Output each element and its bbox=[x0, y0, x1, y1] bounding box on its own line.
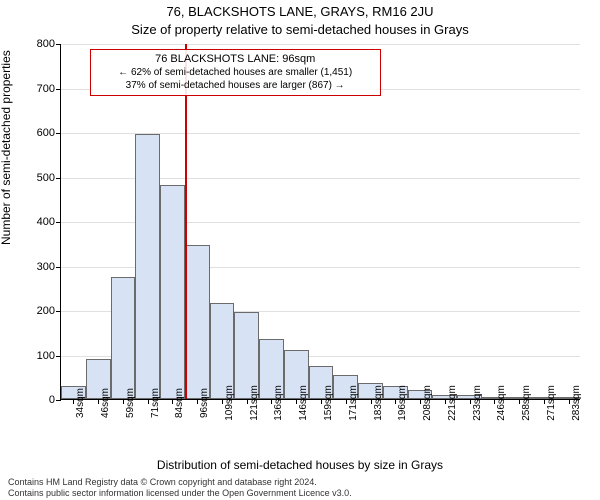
footer-line1: Contains HM Land Registry data © Crown c… bbox=[8, 477, 592, 487]
annotation-box: 76 BLACKSHOTS LANE: 96sqm ← 62% of semi-… bbox=[90, 49, 381, 96]
xtick-mark bbox=[148, 399, 149, 404]
xtick-label: 258sqm bbox=[519, 385, 532, 421]
x-axis-label: Distribution of semi-detached houses by … bbox=[0, 458, 600, 472]
xtick-label: 109sqm bbox=[222, 385, 235, 421]
xtick-label: 84sqm bbox=[172, 388, 185, 418]
ytick-label: 400 bbox=[37, 216, 61, 228]
y-axis-label: Number of semi-detached properties bbox=[0, 50, 13, 245]
ytick-label: 300 bbox=[37, 261, 61, 273]
xtick-mark bbox=[123, 399, 124, 404]
xtick-mark bbox=[73, 399, 74, 404]
plot-area: 010020030040050060070080034sqm46sqm59sqm… bbox=[60, 44, 580, 400]
xtick-label: 159sqm bbox=[321, 385, 334, 421]
ytick-label: 100 bbox=[37, 350, 61, 362]
xtick-mark bbox=[346, 399, 347, 404]
xtick-label: 208sqm bbox=[420, 385, 433, 421]
xtick-mark bbox=[321, 399, 322, 404]
histogram-bar bbox=[111, 277, 136, 399]
histogram-bar bbox=[135, 134, 160, 399]
xtick-mark bbox=[470, 399, 471, 404]
xtick-mark bbox=[420, 399, 421, 404]
xtick-label: 34sqm bbox=[73, 388, 86, 418]
gridline-h bbox=[61, 44, 580, 45]
ytick-label: 800 bbox=[37, 38, 61, 50]
annotation-line2: ← 62% of semi-detached houses are smalle… bbox=[97, 67, 374, 80]
chart-supertitle: 76, BLACKSHOTS LANE, GRAYS, RM16 2JU bbox=[0, 4, 600, 19]
xtick-mark bbox=[445, 399, 446, 404]
xtick-mark bbox=[395, 399, 396, 404]
xtick-label: 121sqm bbox=[247, 385, 260, 421]
histogram-bar bbox=[160, 185, 185, 399]
xtick-label: 246sqm bbox=[494, 385, 507, 421]
xtick-label: 221sqm bbox=[445, 385, 458, 421]
xtick-mark bbox=[247, 399, 248, 404]
annotation-line3: 37% of semi-detached houses are larger (… bbox=[97, 80, 374, 93]
annotation-line1: 76 BLACKSHOTS LANE: 96sqm bbox=[97, 53, 374, 67]
xtick-label: 233sqm bbox=[470, 385, 483, 421]
xtick-mark bbox=[271, 399, 272, 404]
xtick-label: 59sqm bbox=[123, 388, 136, 418]
xtick-label: 196sqm bbox=[395, 385, 408, 421]
xtick-label: 71sqm bbox=[148, 388, 161, 418]
xtick-mark bbox=[544, 399, 545, 404]
xtick-label: 283sqm bbox=[569, 385, 582, 421]
xtick-mark bbox=[519, 399, 520, 404]
xtick-mark bbox=[98, 399, 99, 404]
xtick-mark bbox=[494, 399, 495, 404]
ytick-label: 200 bbox=[37, 305, 61, 317]
xtick-mark bbox=[296, 399, 297, 404]
xtick-mark bbox=[371, 399, 372, 404]
xtick-mark bbox=[222, 399, 223, 404]
xtick-label: 271sqm bbox=[544, 385, 557, 421]
xtick-mark bbox=[172, 399, 173, 404]
footer-line2: Contains public sector information licen… bbox=[8, 488, 592, 498]
xtick-label: 171sqm bbox=[346, 385, 359, 421]
xtick-label: 183sqm bbox=[371, 385, 384, 421]
xtick-mark bbox=[197, 399, 198, 404]
chart-root: 76, BLACKSHOTS LANE, GRAYS, RM16 2JU Siz… bbox=[0, 0, 600, 500]
chart-title: Size of property relative to semi-detach… bbox=[0, 22, 600, 37]
xtick-label: 136sqm bbox=[271, 385, 284, 421]
ytick-label: 0 bbox=[49, 394, 61, 406]
xtick-label: 146sqm bbox=[296, 385, 309, 421]
footer-attribution: Contains HM Land Registry data © Crown c… bbox=[8, 477, 592, 498]
ytick-label: 700 bbox=[37, 83, 61, 95]
ytick-label: 600 bbox=[37, 127, 61, 139]
xtick-label: 46sqm bbox=[98, 388, 111, 418]
xtick-mark bbox=[569, 399, 570, 404]
xtick-label: 96sqm bbox=[197, 388, 210, 418]
reference-line bbox=[185, 44, 187, 399]
ytick-label: 500 bbox=[37, 172, 61, 184]
histogram-bar bbox=[185, 245, 210, 399]
